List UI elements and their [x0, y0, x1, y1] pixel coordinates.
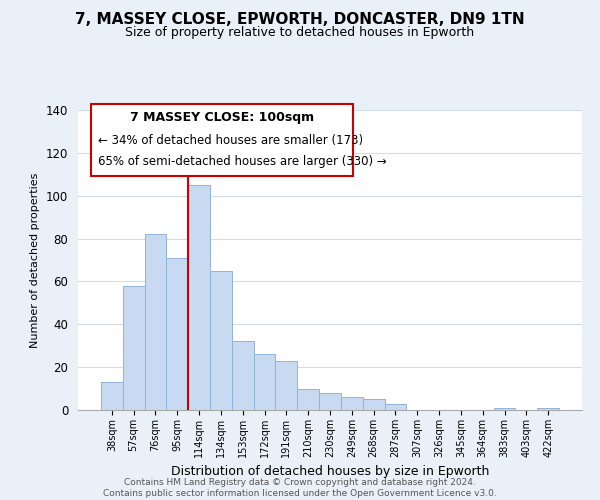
- Bar: [385, 404, 406, 410]
- Bar: [210, 270, 232, 410]
- Text: Size of property relative to detached houses in Epworth: Size of property relative to detached ho…: [125, 26, 475, 39]
- Text: 65% of semi-detached houses are larger (330) →: 65% of semi-detached houses are larger (…: [98, 155, 387, 168]
- Bar: [297, 388, 319, 410]
- Y-axis label: Number of detached properties: Number of detached properties: [31, 172, 40, 348]
- X-axis label: Distribution of detached houses by size in Epworth: Distribution of detached houses by size …: [171, 466, 489, 478]
- Text: 7 MASSEY CLOSE: 100sqm: 7 MASSEY CLOSE: 100sqm: [130, 112, 314, 124]
- Bar: [363, 400, 385, 410]
- Bar: [494, 408, 515, 410]
- FancyBboxPatch shape: [91, 104, 353, 176]
- Bar: [254, 354, 275, 410]
- Text: Contains HM Land Registry data © Crown copyright and database right 2024.
Contai: Contains HM Land Registry data © Crown c…: [103, 478, 497, 498]
- Bar: [123, 286, 145, 410]
- Bar: [188, 185, 210, 410]
- Bar: [341, 397, 363, 410]
- Bar: [275, 360, 297, 410]
- Bar: [319, 393, 341, 410]
- Text: 7, MASSEY CLOSE, EPWORTH, DONCASTER, DN9 1TN: 7, MASSEY CLOSE, EPWORTH, DONCASTER, DN9…: [75, 12, 525, 28]
- Bar: [232, 342, 254, 410]
- Bar: [537, 408, 559, 410]
- Bar: [101, 382, 123, 410]
- Bar: [166, 258, 188, 410]
- Text: ← 34% of detached houses are smaller (173): ← 34% of detached houses are smaller (17…: [98, 134, 363, 147]
- Bar: [145, 234, 166, 410]
